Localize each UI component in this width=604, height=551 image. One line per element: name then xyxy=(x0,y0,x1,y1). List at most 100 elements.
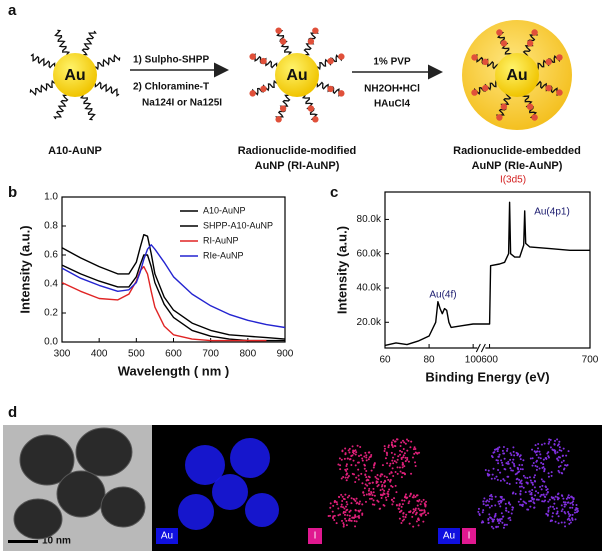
map-dot xyxy=(351,451,354,454)
map-dot xyxy=(501,461,504,464)
plot-frame xyxy=(61,196,286,343)
map-dot xyxy=(506,447,509,450)
map-dot xyxy=(542,480,545,483)
label-dot xyxy=(312,116,319,123)
map-dot xyxy=(498,502,501,505)
map-dot xyxy=(329,506,332,509)
label-dot xyxy=(338,90,345,97)
map-dot xyxy=(365,454,368,457)
legend-box xyxy=(462,528,476,544)
map-dot xyxy=(547,472,550,475)
map-dot xyxy=(372,466,375,469)
x-tick-label: 300 xyxy=(54,349,71,360)
map-dot xyxy=(565,454,568,457)
map-dot xyxy=(404,456,407,459)
map-dot xyxy=(552,449,555,452)
map-dot xyxy=(537,447,540,450)
x-tick-label: 700 xyxy=(202,349,219,360)
map-dot xyxy=(396,472,399,475)
map-dot xyxy=(487,469,490,472)
map-dot xyxy=(347,474,350,477)
map-dot xyxy=(350,519,353,522)
map-dot xyxy=(557,459,560,462)
map-dot xyxy=(422,498,425,501)
map-dot xyxy=(521,503,524,506)
y-tick-label: 0.0 xyxy=(44,337,58,348)
map-dot xyxy=(562,459,565,462)
map-dot xyxy=(371,503,374,506)
map-dot xyxy=(342,522,345,525)
map-dot xyxy=(417,518,420,521)
ligand xyxy=(29,79,56,96)
map-dot xyxy=(487,521,490,524)
map-dot xyxy=(355,520,358,523)
nanoparticle xyxy=(13,498,63,540)
series-line xyxy=(384,201,590,347)
ligand xyxy=(275,94,291,120)
map-dot xyxy=(549,505,552,508)
map-dot xyxy=(544,457,547,460)
map-dot xyxy=(363,455,366,458)
map-dot xyxy=(388,472,391,475)
ligand xyxy=(54,29,71,56)
map-dot xyxy=(418,451,421,454)
map-dot xyxy=(406,449,409,452)
legend-box xyxy=(438,528,460,544)
map-dot xyxy=(337,495,340,498)
map-dot xyxy=(400,457,403,460)
map-dot xyxy=(559,464,562,467)
map-dot xyxy=(548,438,551,441)
map-dot xyxy=(371,494,374,497)
map-dot xyxy=(526,477,529,480)
map-dot xyxy=(553,508,556,511)
map-dot xyxy=(534,464,537,467)
map-dot xyxy=(415,520,418,523)
map-dot xyxy=(576,507,579,510)
map-dot xyxy=(382,504,385,507)
x-axis-label: Wavelength ( nm ) xyxy=(118,363,229,378)
map-label: Au xyxy=(161,531,173,542)
annotation: Au(4p1) xyxy=(534,207,570,218)
map-dot xyxy=(332,504,335,507)
map-dot xyxy=(535,450,538,453)
map-dot xyxy=(382,481,385,484)
map-dot xyxy=(380,480,383,483)
map-dot xyxy=(519,468,522,471)
map-dot xyxy=(541,500,544,503)
map-dot xyxy=(505,509,508,512)
map-dot xyxy=(354,509,357,512)
map-dot xyxy=(521,468,524,471)
map-dot xyxy=(490,477,493,480)
x-axis-label: Binding Energy (eV) xyxy=(425,369,549,384)
map-dot xyxy=(400,441,403,444)
map-dot xyxy=(342,523,345,526)
map-dot xyxy=(357,461,360,464)
map-dot xyxy=(545,512,548,515)
map-dot xyxy=(350,464,353,467)
axis-break xyxy=(480,343,486,353)
map-dot xyxy=(505,523,508,526)
map-dot xyxy=(546,452,549,455)
map-dot xyxy=(531,457,534,460)
map-dot xyxy=(399,449,402,452)
map-dot xyxy=(556,457,559,460)
map-dot xyxy=(352,459,355,462)
x-tick-label: 60 xyxy=(379,355,391,366)
map-dot xyxy=(537,456,540,459)
map-dot xyxy=(492,467,495,470)
map-dot xyxy=(557,469,560,472)
ligand xyxy=(303,30,319,56)
map-dot xyxy=(332,516,335,519)
label-dot xyxy=(482,84,489,92)
label-dot xyxy=(275,116,282,123)
label-dot xyxy=(471,89,478,96)
map-dot xyxy=(540,493,543,496)
map-dot xyxy=(412,525,415,528)
label-dot xyxy=(545,58,552,66)
map-dot xyxy=(399,470,402,473)
gold-core xyxy=(53,53,97,97)
x-tick-label: 80 xyxy=(424,355,436,366)
map-dot xyxy=(565,497,568,500)
map-dot xyxy=(403,441,406,444)
map-dot xyxy=(425,500,428,503)
